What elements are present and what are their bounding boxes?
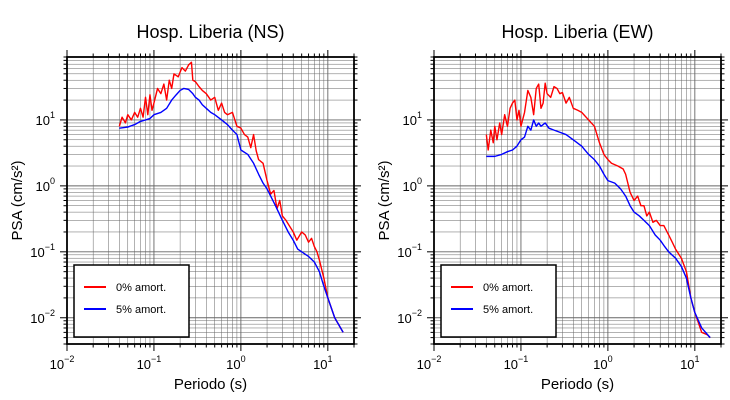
y-axis-label: PSA (cm/s²) xyxy=(376,160,393,240)
legend: 0% amort. 5% amort. xyxy=(73,264,190,338)
y-tick-label: 10−1 xyxy=(397,242,422,260)
y-tick-label: 10−1 xyxy=(30,242,55,260)
plot-frame xyxy=(66,56,355,345)
x-axis-label: Periodo (s) xyxy=(541,376,614,393)
chart-panel-2: 10−2 10−1 100 101 10−2 10−1 100 101 Hosp. Liberi… xyxy=(376,22,728,393)
legend-label: 0% amort. xyxy=(483,282,533,294)
x-tick-label: 101 xyxy=(313,354,332,372)
series-line-damped xyxy=(119,87,344,333)
chart-title: Hosp. Liberia (NS) xyxy=(136,22,284,42)
series-line-undamped xyxy=(118,61,344,333)
plot-frame xyxy=(433,56,722,345)
y-tick-label: 10−2 xyxy=(397,308,422,326)
y-tick-label: 100 xyxy=(403,176,422,194)
x-tick-label: 10−2 xyxy=(50,354,75,372)
x-tick-label: 10−1 xyxy=(504,354,529,372)
y-tick-label: 100 xyxy=(36,176,55,194)
series-line-undamped xyxy=(485,82,711,339)
legend: 0% amort. 5% amort. xyxy=(440,264,557,338)
legend-label: 5% amort. xyxy=(116,304,166,316)
x-tick-label: 101 xyxy=(680,354,699,372)
x-tick-label: 10−1 xyxy=(137,354,162,372)
series-line-damped xyxy=(486,119,711,339)
x-tick-label: 100 xyxy=(226,354,245,372)
legend-label: 5% amort. xyxy=(483,304,533,316)
legend-box xyxy=(440,264,557,338)
y-axis-label: PSA (cm/s²) xyxy=(9,160,26,240)
legend-box xyxy=(73,264,190,338)
x-tick-label: 100 xyxy=(593,354,612,372)
legend-label: 0% amort. xyxy=(116,282,166,294)
chart-title: Hosp. Liberia (EW) xyxy=(501,22,653,42)
chart-panel-1: 10−2 10−1 100 101 10−2 10−1 100 101 Hosp. Liberi… xyxy=(9,22,361,393)
x-tick-label: 10−2 xyxy=(417,354,442,372)
y-tick-label: 101 xyxy=(403,110,422,128)
y-tick-label: 10−2 xyxy=(30,308,55,326)
y-tick-label: 101 xyxy=(36,110,55,128)
x-axis-label: Periodo (s) xyxy=(174,376,247,393)
